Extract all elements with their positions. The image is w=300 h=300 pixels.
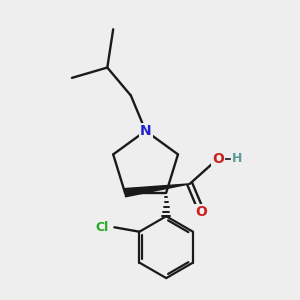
Polygon shape xyxy=(124,184,190,197)
Text: H: H xyxy=(232,152,242,165)
Text: O: O xyxy=(212,152,224,166)
Text: N: N xyxy=(140,124,152,138)
Text: O: O xyxy=(196,205,208,219)
Text: Cl: Cl xyxy=(95,221,109,234)
